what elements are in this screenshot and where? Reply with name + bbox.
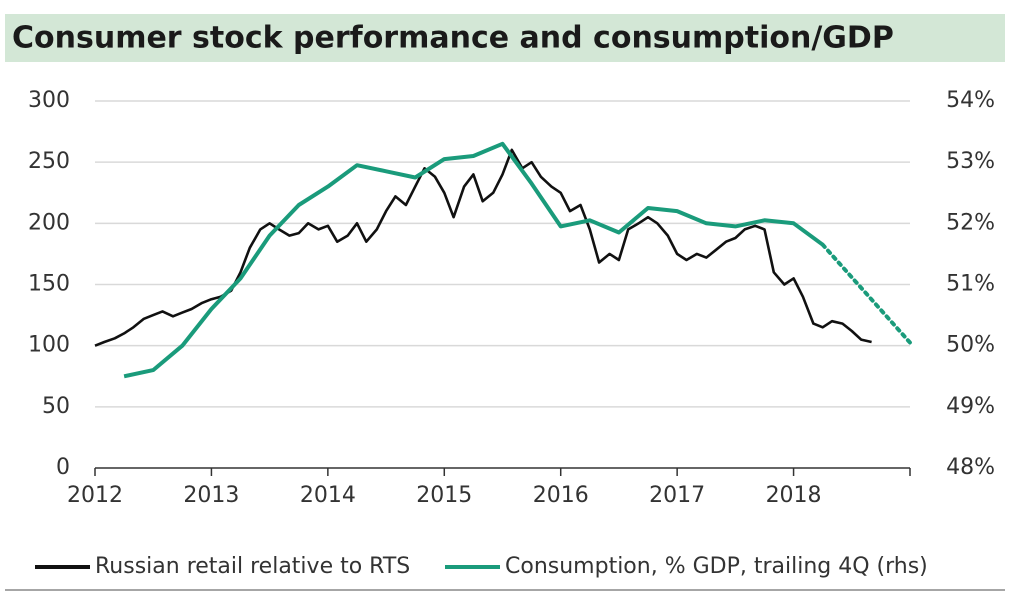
y-tick-label: 250 [28, 149, 70, 174]
x-tick-label: 2018 [766, 483, 822, 508]
legend-label: Russian retail relative to RTS [95, 554, 410, 579]
y2-tick-label: 48% [946, 455, 995, 480]
y-tick-label: 0 [56, 455, 70, 480]
y-tick-label: 150 [28, 272, 70, 297]
y2-tick-label: 53% [946, 149, 995, 174]
y-tick-label: 100 [28, 333, 70, 358]
x-tick-label: 2016 [533, 483, 589, 508]
y2-tick-label: 49% [946, 394, 995, 419]
projection-line [820, 242, 912, 345]
title-band [5, 14, 1005, 62]
y2-tick-label: 54% [946, 88, 995, 113]
chart-title: Consumer stock performance and consumpti… [12, 21, 894, 56]
y-tick-label: 300 [28, 88, 70, 113]
x-tick-label: 2015 [416, 483, 472, 508]
y-tick-label: 200 [28, 210, 70, 235]
series-line [123, 141, 824, 379]
x-tick-label: 2012 [67, 483, 123, 508]
x-tick-label: 2013 [183, 483, 239, 508]
x-tick-label: 2014 [300, 483, 356, 508]
y-tick-label: 50 [42, 394, 70, 419]
series-line [94, 148, 872, 347]
x-tick-label: 2017 [649, 483, 705, 508]
y2-tick-label: 51% [946, 272, 995, 297]
y2-tick-label: 50% [946, 333, 995, 358]
y2-tick-label: 52% [946, 210, 995, 235]
legend-label: Consumption, % GDP, trailing 4Q (rhs) [505, 554, 928, 579]
